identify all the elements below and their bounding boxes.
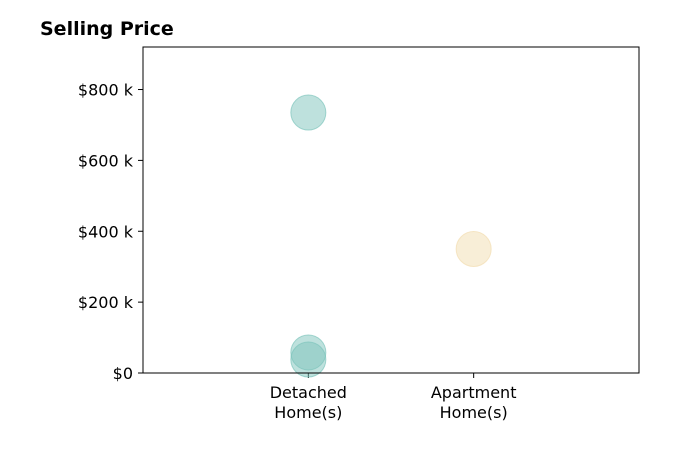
x-category-label: Detached Home(s) xyxy=(270,383,347,422)
chart-title: Selling Price xyxy=(40,18,174,40)
y-tick-label: $400 k xyxy=(78,222,134,241)
x-category-label: Apartment Home(s) xyxy=(431,383,517,422)
data-point-series-0 xyxy=(290,94,327,131)
plot-area-frame xyxy=(142,46,640,374)
data-points xyxy=(290,94,492,378)
y-axis: $0 $200 k $400 k $600 k $800 k xyxy=(78,81,143,383)
data-point-series-0 xyxy=(290,341,327,378)
y-tick-label: $200 k xyxy=(78,293,134,312)
y-tick-label: $800 k xyxy=(78,81,134,100)
y-tick-label: $600 k xyxy=(78,151,134,170)
data-point-series-1 xyxy=(455,230,492,267)
x-axis: Detached Home(s) Apartment Home(s) xyxy=(270,373,517,422)
y-tick-label: $0 xyxy=(113,364,133,383)
